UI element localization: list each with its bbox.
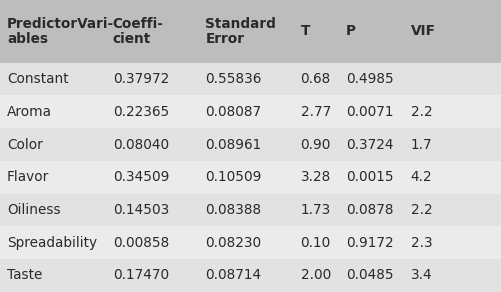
Text: Coeffi-
cient: Coeffi- cient <box>113 17 164 46</box>
Text: 0.08388: 0.08388 <box>205 203 262 217</box>
Text: 0.10509: 0.10509 <box>205 170 262 184</box>
Text: 0.17470: 0.17470 <box>113 268 169 282</box>
Text: 0.08040: 0.08040 <box>113 138 169 152</box>
Text: 0.55836: 0.55836 <box>205 72 262 86</box>
Text: 2.2: 2.2 <box>411 203 432 217</box>
Text: Taste: Taste <box>7 268 43 282</box>
Text: 3.28: 3.28 <box>301 170 331 184</box>
Text: 1.73: 1.73 <box>301 203 331 217</box>
Text: 0.08714: 0.08714 <box>205 268 262 282</box>
Text: Aroma: Aroma <box>7 105 52 119</box>
Text: 0.3724: 0.3724 <box>346 138 393 152</box>
Bar <box>0 95 501 128</box>
Text: 3.4: 3.4 <box>411 268 432 282</box>
Text: 0.90: 0.90 <box>301 138 331 152</box>
Text: 0.08230: 0.08230 <box>205 236 262 250</box>
Text: 0.37972: 0.37972 <box>113 72 169 86</box>
Bar <box>0 226 501 259</box>
Text: 0.08961: 0.08961 <box>205 138 262 152</box>
Text: 0.4985: 0.4985 <box>346 72 393 86</box>
Text: 0.08087: 0.08087 <box>205 105 262 119</box>
Bar <box>0 194 501 226</box>
Text: Spreadability: Spreadability <box>7 236 97 250</box>
Bar <box>0 259 501 292</box>
Bar <box>0 128 501 161</box>
Bar <box>0 0 501 63</box>
Text: 0.0015: 0.0015 <box>346 170 393 184</box>
Text: PredictorVari-
ables: PredictorVari- ables <box>7 17 114 46</box>
Text: 0.34509: 0.34509 <box>113 170 169 184</box>
Text: 0.0071: 0.0071 <box>346 105 393 119</box>
Text: Standard
Error: Standard Error <box>205 17 276 46</box>
Text: P: P <box>346 25 356 38</box>
Text: Oiliness: Oiliness <box>7 203 61 217</box>
Text: 2.2: 2.2 <box>411 105 432 119</box>
Text: 0.14503: 0.14503 <box>113 203 169 217</box>
Text: 0.10: 0.10 <box>301 236 331 250</box>
Text: 0.9172: 0.9172 <box>346 236 393 250</box>
Text: 2.77: 2.77 <box>301 105 331 119</box>
Text: Flavor: Flavor <box>7 170 49 184</box>
Text: 0.68: 0.68 <box>301 72 331 86</box>
Text: 0.00858: 0.00858 <box>113 236 169 250</box>
Text: 2.00: 2.00 <box>301 268 331 282</box>
Text: T: T <box>301 25 310 38</box>
Bar <box>0 161 501 194</box>
Text: 0.22365: 0.22365 <box>113 105 169 119</box>
Text: Constant: Constant <box>7 72 69 86</box>
Text: 0.0878: 0.0878 <box>346 203 393 217</box>
Text: 4.2: 4.2 <box>411 170 432 184</box>
Bar <box>0 63 501 95</box>
Text: 0.0485: 0.0485 <box>346 268 393 282</box>
Text: VIF: VIF <box>411 25 436 38</box>
Text: 2.3: 2.3 <box>411 236 432 250</box>
Text: 1.7: 1.7 <box>411 138 432 152</box>
Text: Color: Color <box>7 138 43 152</box>
